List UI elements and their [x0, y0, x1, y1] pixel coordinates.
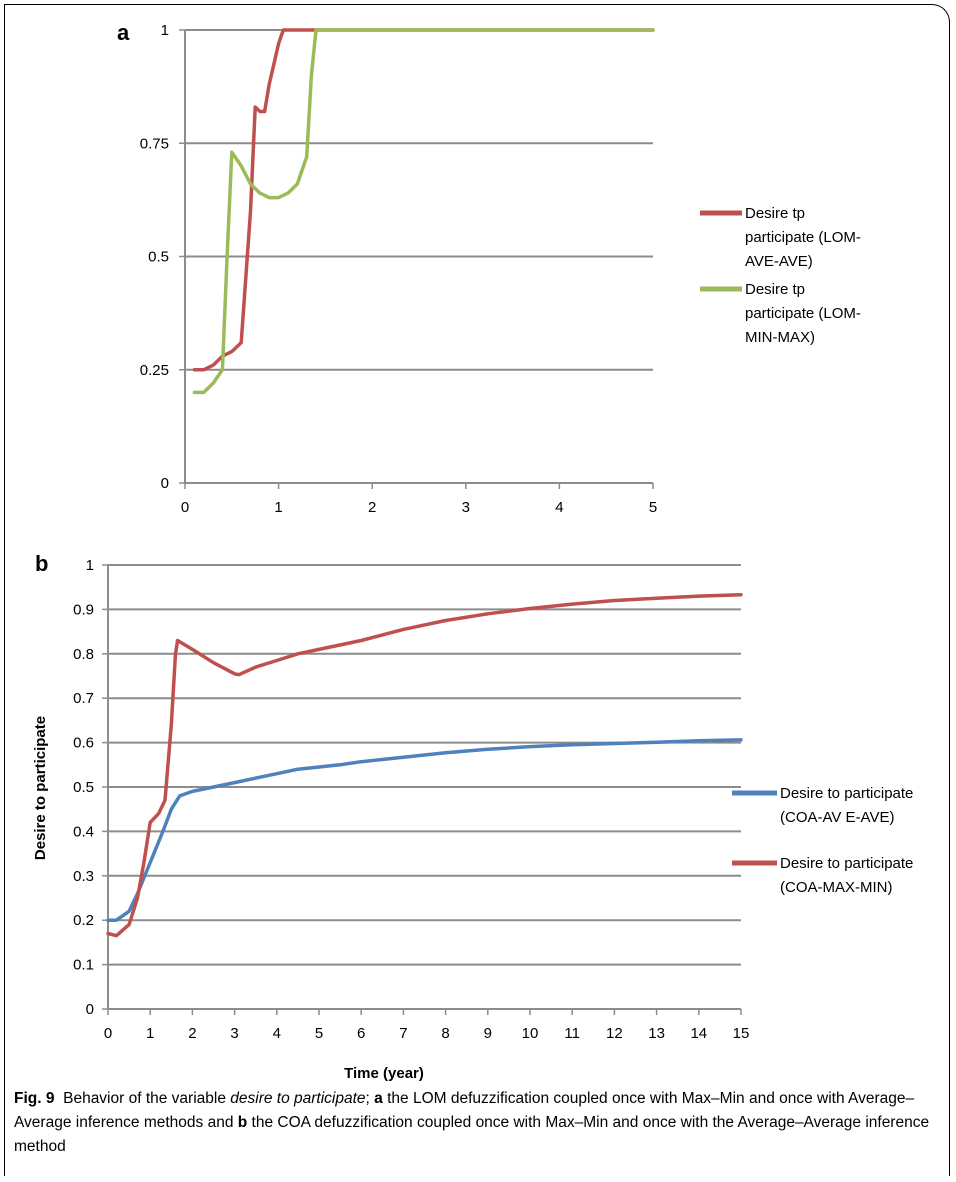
legend-label-1-line-2: (COA-AV E-AVE)	[780, 809, 894, 826]
x-tick-label-5: 5	[649, 499, 657, 516]
x-tick-label-5: 5	[315, 1025, 323, 1042]
y-tick-label-0.7: 0.7	[73, 690, 94, 707]
legend-label-1-line-2: participate (LOM-	[745, 229, 861, 246]
legend-label-1-line-1: Desire tp	[745, 205, 805, 222]
y-tick-label-0.1: 0.1	[73, 957, 94, 974]
caption-a-label: a	[374, 1090, 383, 1107]
y-tick-label-1: 1	[161, 22, 169, 39]
caption-fig-label: Fig. 9	[14, 1090, 55, 1107]
legend-label-2-line-1: Desire tp	[745, 281, 805, 298]
x-axis-label-b: Time (year)	[344, 1065, 424, 1082]
y-tick-label-0.3: 0.3	[73, 868, 94, 885]
legend-label-2-line-2: (COA-MAX-MIN)	[780, 879, 893, 896]
y-tick-label-0: 0	[161, 475, 169, 492]
y-tick-labels-b: 0 0.1 0.2 0.3 0.4 0.5 0.6 0.7 0.8 0.9 1	[73, 557, 94, 1018]
x-tick-label-4: 4	[555, 499, 563, 516]
x-tick-label-6: 6	[357, 1025, 365, 1042]
caption-italic: desire to participate	[230, 1090, 366, 1107]
y-tick-label-0.5: 0.5	[73, 779, 94, 796]
grid-lines-a	[185, 29, 653, 371]
y-tick-label-1: 1	[86, 557, 94, 574]
x-tick-label-15: 15	[733, 1025, 750, 1042]
x-tick-label-2: 2	[368, 499, 376, 516]
series-group-a	[192, 28, 655, 395]
x-tick-label-9: 9	[484, 1025, 492, 1042]
x-tick-label-3: 3	[230, 1025, 238, 1042]
series-line-2	[106, 592, 743, 938]
x-tick-label-0: 0	[104, 1025, 112, 1042]
series-line-1	[106, 738, 743, 922]
x-tick-label-8: 8	[441, 1025, 449, 1042]
legend-label-1-line-1: Desire to participate	[780, 785, 913, 802]
chart-panel-a: 0 0.25 0.5 0.75 1 0 1 2 3 4 5 Desire tp participat…	[117, 20, 861, 516]
legend-label-1-line-3: AVE-AVE)	[745, 253, 813, 270]
x-tick-label-11: 11	[564, 1025, 580, 1042]
x-tick-label-12: 12	[606, 1025, 623, 1042]
y-tick-label-0.9: 0.9	[73, 601, 94, 618]
x-tick-labels-a: 0 1 2 3 4 5	[181, 499, 657, 516]
x-tick-label-2: 2	[188, 1025, 196, 1042]
x-tick-label-13: 13	[648, 1025, 665, 1042]
x-tick-label-3: 3	[462, 499, 470, 516]
y-tick-label-0.2: 0.2	[73, 912, 94, 929]
x-tick-label-7: 7	[399, 1025, 407, 1042]
legend-label-2-line-2: participate (LOM-	[745, 305, 861, 322]
x-tick-label-10: 10	[522, 1025, 539, 1042]
caption-text-1: Behavior of the variable	[63, 1090, 231, 1107]
legend-b: Desire to participate (COA-AV E-AVE) Desir…	[732, 785, 913, 896]
x-tick-label-14: 14	[690, 1025, 707, 1042]
y-tick-label-0.6: 0.6	[73, 735, 94, 752]
series-line-1	[192, 28, 655, 372]
caption-text-4: the COA defuzzification coupled once wit…	[14, 1114, 930, 1155]
caption-b-label: b	[237, 1114, 248, 1131]
y-tick-label-0.8: 0.8	[73, 646, 94, 663]
series-line-2	[192, 28, 655, 395]
y-tick-label-0.5: 0.5	[148, 249, 169, 266]
legend-a: Desire tp participate (LOM- AVE-AVE) Desire…	[700, 205, 861, 346]
y-axis-label-b: Desire to participate	[32, 716, 49, 860]
axes-a	[179, 29, 654, 489]
x-tick-label-4: 4	[273, 1025, 281, 1042]
y-tick-labels-a: 0 0.25 0.5 0.75 1	[140, 22, 169, 492]
figure-frame	[4, 4, 950, 1176]
grid-lines-b	[108, 564, 741, 966]
x-tick-label-1: 1	[274, 499, 282, 516]
x-tick-label-0: 0	[181, 499, 189, 516]
y-tick-label-0.4: 0.4	[73, 823, 94, 840]
legend-label-2-line-3: MIN-MAX)	[745, 329, 815, 346]
x-tick-label-1: 1	[146, 1025, 154, 1042]
caption-text-3: the LOM defuzzification coupled once wit…	[14, 1090, 915, 1131]
y-tick-label-0: 0	[86, 1001, 94, 1018]
panel-label-b: b	[35, 551, 48, 576]
x-tick-labels-b: 0 1 2 3 4 5 6 7 8 9 10 11 12 13 14 15	[104, 1025, 750, 1042]
legend-label-2-line-1: Desire to participate	[780, 855, 913, 872]
y-tick-label-0.75: 0.75	[140, 135, 169, 152]
caption-text-2: ;	[365, 1090, 375, 1107]
figure-caption: Fig. 9 Behavior of the variable desire t…	[14, 1087, 934, 1159]
y-tick-label-0.25: 0.25	[140, 362, 169, 379]
panel-label-a: a	[117, 20, 130, 45]
series-group-b	[106, 592, 743, 938]
